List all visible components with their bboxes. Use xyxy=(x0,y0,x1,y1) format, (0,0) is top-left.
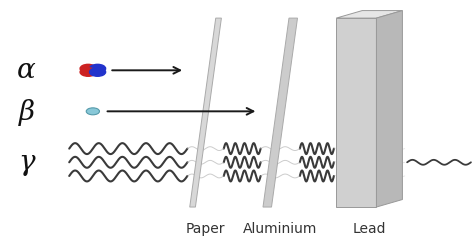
Polygon shape xyxy=(190,18,221,207)
Text: α: α xyxy=(18,57,36,84)
Text: Paper: Paper xyxy=(186,222,225,236)
Circle shape xyxy=(90,64,106,73)
Polygon shape xyxy=(263,18,298,207)
Text: β: β xyxy=(18,99,35,126)
Polygon shape xyxy=(336,18,376,207)
Polygon shape xyxy=(376,10,402,207)
Circle shape xyxy=(90,68,106,76)
Text: Lead: Lead xyxy=(353,222,386,236)
Circle shape xyxy=(86,108,100,115)
Circle shape xyxy=(80,68,96,76)
Text: Aluminium: Aluminium xyxy=(243,222,318,236)
Text: γ: γ xyxy=(18,149,35,176)
Polygon shape xyxy=(336,10,402,18)
Circle shape xyxy=(80,64,96,73)
